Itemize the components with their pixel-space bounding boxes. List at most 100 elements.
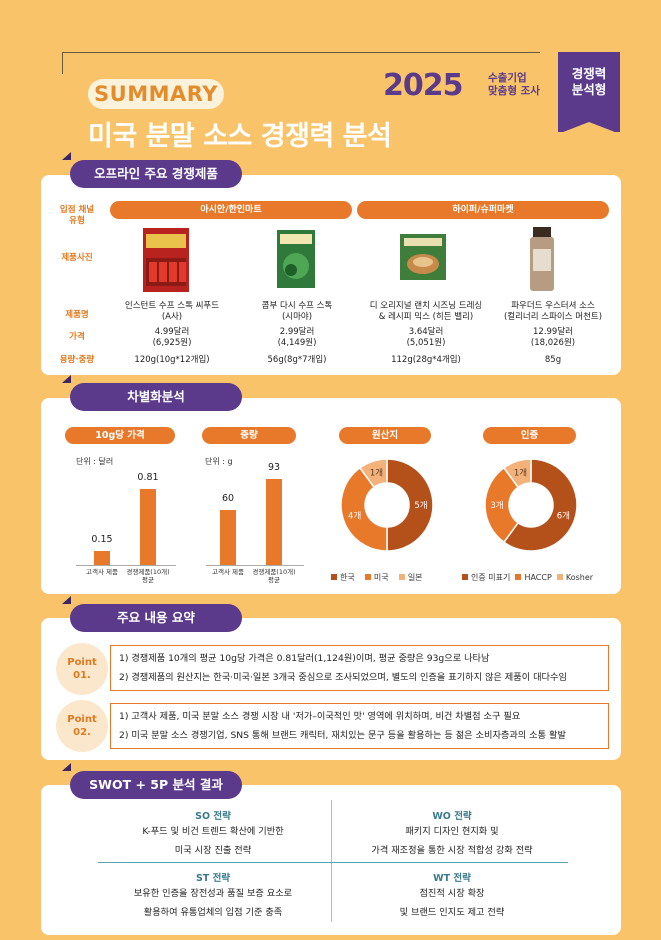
cert-legend-none: 인증 미표기 bbox=[462, 573, 510, 582]
swot-st-text: 보유한 인증을 장전성과 품질 보증 요소로 활용하여 유통업체의 입점 기준 … bbox=[98, 884, 328, 922]
point-02-label: Point bbox=[67, 714, 97, 725]
section-tab-diff-label: 차별화분석 bbox=[127, 389, 185, 404]
swot-wt-line-2: 및 브랜드 인지도 제고 전략 bbox=[399, 907, 505, 918]
product-4-name: 파우더드 우스터셔 소스 bbox=[511, 301, 595, 311]
price-value-client: 0.15 bbox=[91, 533, 113, 545]
swot-so-heading: SO 전략 bbox=[195, 811, 231, 822]
section-tab-swot-label: SWOT + 5P 분석 결과 bbox=[89, 777, 223, 792]
product-3-info: 디 오리지널 랜치 시즈닝 드레싱 & 레시피 믹스 (히든 밸리) 3.64달… bbox=[358, 301, 494, 366]
origin-legend-korea-label: 한국 bbox=[340, 573, 355, 582]
year-sub-line2: 맞춤형 조사 bbox=[488, 85, 540, 97]
bookmark-line1: 경쟁력 bbox=[571, 66, 607, 81]
section-tab-offline: 오프라인 주요 경쟁제품 bbox=[62, 152, 242, 188]
product-image-spice-jar bbox=[530, 227, 554, 291]
cert-slice-label-1: 3개 bbox=[490, 500, 503, 511]
point-02-number: 02. bbox=[73, 727, 91, 738]
bookmark-label: 경쟁력 분석형 bbox=[558, 66, 620, 98]
product-3-name: 디 오리지널 랜치 시즈닝 드레싱 bbox=[369, 301, 483, 311]
point-02-box: 1) 고객사 제품, 미국 분말 소스 경쟁 시장 내 '저가–이국적인 맛' … bbox=[110, 703, 609, 749]
price-xlabel-client: 고객사 제품 bbox=[86, 568, 118, 576]
point-01-box: 1) 경쟁제품 10개의 평균 10g당 가격은 0.81달러(1,124원)이… bbox=[110, 645, 609, 691]
row-label-channel: 입점 채널 유형 bbox=[59, 205, 95, 226]
point-02-badge: Point 02. bbox=[56, 700, 108, 752]
product-image-ranch-mix bbox=[400, 234, 446, 280]
swot-so-line-2: 미국 시장 진출 전략 bbox=[174, 845, 252, 856]
chart-head-origin: 원산지 bbox=[339, 427, 431, 444]
channel-asian-mart: 아시안/한인마트 bbox=[110, 201, 352, 219]
weight-bar-competitor bbox=[266, 479, 282, 565]
year-subtitle: 수출기업 맞춤형 조사 bbox=[488, 72, 540, 98]
origin-legend: 한국 미국 일본 bbox=[331, 572, 423, 583]
origin-legend-japan-label: 일본 bbox=[407, 573, 423, 582]
type-bookmark bbox=[558, 52, 620, 132]
section-tab-summary: 주요 내용 요약 bbox=[62, 596, 242, 632]
price-chart-axis bbox=[76, 565, 176, 566]
cert-slice-2 bbox=[502, 458, 532, 489]
swot-so-line-1: K-푸드 및 비건 트렌드 확산에 기반한 bbox=[142, 826, 284, 837]
cert-legend-haccp-label: HACCP bbox=[524, 573, 552, 582]
product-3-maker: & 레시피 믹스 (히든 밸리) bbox=[378, 312, 474, 322]
cert-legend-kosher-label: Kosher bbox=[565, 573, 594, 582]
product-2-maker: (시마야) bbox=[281, 312, 313, 322]
product-4-weight: 85g bbox=[544, 355, 562, 365]
product-1-price-krw: (6,925원) bbox=[152, 338, 192, 348]
weight-xlabel-competitor: 경쟁제품(10개) 평균 bbox=[252, 568, 296, 584]
point-01-line-1: 1) 경쟁제품 10개의 평균 10g당 가격은 0.81달러(1,124원)이… bbox=[119, 653, 490, 664]
page-title: 미국 분말 소스 경쟁력 분석 bbox=[88, 121, 392, 152]
price-unit: 단위 : 달러 bbox=[76, 457, 114, 466]
product-4-info: 파우더드 우스터셔 소스 (컬리너리 스파이스 머천트) 12.99달러 (18… bbox=[494, 301, 612, 366]
origin-slice-1 bbox=[340, 466, 388, 552]
chart-head-price: 10g당 가격 bbox=[65, 427, 175, 444]
weight-value-client: 60 bbox=[221, 492, 235, 504]
swot-wo-text: 패키지 디자인 현지화 및 가격 재조정을 통한 시장 적합성 강화 전략 bbox=[336, 822, 568, 860]
weight-xlabel-client: 고객사 제품 bbox=[212, 568, 244, 576]
price-bar-competitor bbox=[140, 489, 156, 565]
origin-slice-0 bbox=[386, 458, 434, 552]
product-4-maker: (컬리너리 스파이스 머천트) bbox=[503, 312, 603, 322]
section-tab-offline-label: 오프라인 주요 경쟁제품 bbox=[94, 166, 218, 181]
product-1-price: 4.99달러 bbox=[154, 327, 190, 337]
point-01-badge: Point 01. bbox=[56, 643, 108, 695]
weight-unit: 단위 : g bbox=[205, 457, 233, 466]
chart-head-weight: 중량 bbox=[202, 427, 296, 444]
swot-divider-vertical bbox=[331, 800, 332, 922]
point-01-number: 01. bbox=[73, 670, 91, 681]
price-xlabel-competitor: 경쟁제품(10개) 평균 bbox=[126, 568, 170, 584]
cert-legend-kosher: Kosher bbox=[556, 573, 594, 582]
cert-legend-none-label: 인증 미표기 bbox=[471, 573, 511, 582]
swot-wt-heading: WT 전략 bbox=[433, 873, 471, 884]
bookmark-line2: 분석형 bbox=[571, 82, 607, 97]
row-label-weight: 용량·중량 bbox=[59, 355, 95, 365]
point-01-label: Point bbox=[67, 657, 97, 668]
origin-pie-chart: 5개 4개 1개 bbox=[340, 458, 434, 552]
cert-pie-chart: 6개 3개 1개 bbox=[484, 458, 578, 552]
cert-legend-haccp: HACCP bbox=[515, 573, 552, 582]
product-image-seafood-stock bbox=[143, 228, 189, 292]
product-3-weight: 112g(28g*4개입) bbox=[391, 355, 461, 365]
weight-value-competitor: 93 bbox=[267, 462, 281, 473]
swot-wo-heading: WO 전략 bbox=[432, 811, 472, 822]
product-3-price-krw: (5,051원) bbox=[406, 338, 446, 348]
product-2-weight: 56g(8g*7개입) bbox=[267, 355, 327, 365]
swot-st-line-1: 보유한 인증을 장전성과 품질 보증 요소로 bbox=[133, 888, 293, 899]
row-label-photo: 제품사진 bbox=[61, 253, 93, 263]
product-3-price: 3.64달러 bbox=[408, 327, 444, 337]
product-1-weight: 120g(10g*12개입) bbox=[134, 355, 210, 365]
origin-legend-usa: 미국 bbox=[364, 573, 389, 582]
origin-slice-label-2: 1개 bbox=[370, 468, 383, 479]
channel-hyper-supermarket: 하이퍼/슈퍼마켓 bbox=[357, 201, 609, 219]
product-2-price-krw: (4,149원) bbox=[277, 338, 317, 348]
swot-wo-line-1: 패키지 디자인 현지화 및 bbox=[405, 826, 499, 837]
bookmark-tip bbox=[558, 122, 620, 134]
price-value-competitor: 0.81 bbox=[137, 472, 159, 483]
point-02-line-2: 2) 미국 분말 소스 경쟁기업, SNS 통해 브랜드 캐릭터, 재치있는 문… bbox=[119, 730, 566, 741]
summary-pill: SUMMARY bbox=[88, 79, 224, 109]
row-label-name: 제품명 bbox=[65, 310, 89, 320]
product-1-name: 인스턴트 수프 스톡 씨푸드 bbox=[124, 301, 220, 311]
cert-slice-0 bbox=[502, 458, 578, 552]
origin-legend-japan: 일본 bbox=[398, 573, 423, 582]
year-sub-line1: 수출기업 bbox=[488, 72, 527, 84]
price-bar-client bbox=[94, 550, 110, 565]
swot-divider-horizontal bbox=[98, 862, 568, 863]
product-image-kombu-dashi bbox=[277, 230, 315, 288]
